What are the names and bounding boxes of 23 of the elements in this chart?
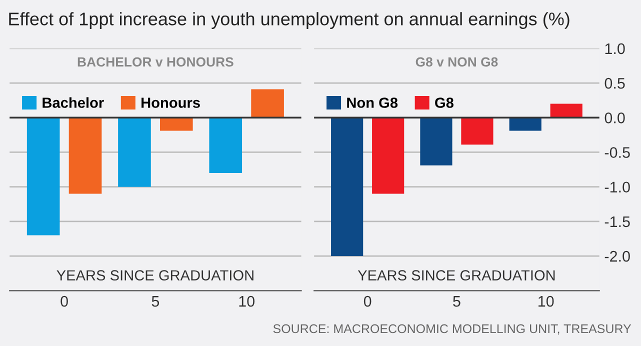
y-tick-label: -2.0 [604,250,630,262]
x-tick-label: 5 [453,296,460,307]
x-axis-title: YEARS SINCE GRADUATION [56,270,254,280]
legend-label: Non G8 [347,98,398,108]
x-tick-label: 10 [239,296,254,307]
text: BACHELOR v HONOURS [78,57,234,67]
x-tick-label: 10 [538,296,554,307]
x-axis-title: YEARS SINCE GRADUATION [358,270,555,280]
text: G8 v NON G8 [416,57,498,67]
y-tick-label: 0.5 [604,78,625,89]
source-note: SOURCE: MACROECONOMIC MODELLING UNIT, TREASURY [273,324,632,335]
legend-label: G8 [435,98,454,108]
legend-label: Bachelor [42,97,104,108]
legend-label: Honours [142,98,200,108]
y-tick-label: -1.5 [604,216,630,228]
y-tick-label: -0.5 [604,147,630,158]
y-tick-label: 0.0 [604,112,625,124]
x-tick-label: 5 [152,296,160,307]
y-tick-label: -1.0 [604,182,630,193]
chart-title: Effect of 1ppt increase in youth unemployment on annual earnings (%) [9,12,570,29]
y-tick-label: 1.0 [605,43,625,54]
x-tick-label: 0 [364,296,372,307]
x-tick-label: 0 [60,296,68,307]
